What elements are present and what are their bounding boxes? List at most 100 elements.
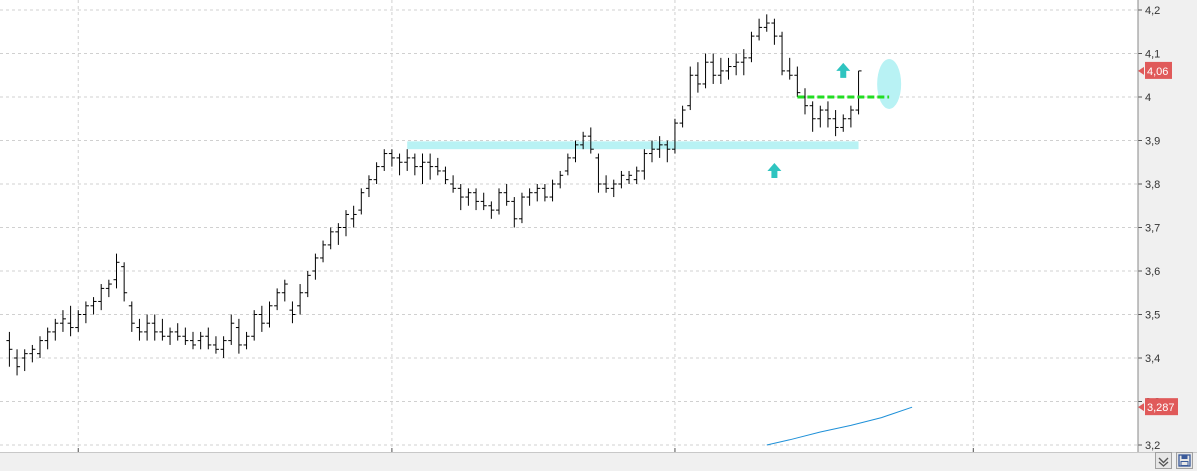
ohlc-bar xyxy=(335,223,342,245)
ohlc-bar xyxy=(503,184,510,206)
ohlc-bar xyxy=(113,253,120,289)
ohlc-bar xyxy=(243,331,250,350)
ohlc-bar xyxy=(381,149,388,171)
up-arrow-icon xyxy=(767,162,782,178)
ohlc-bar xyxy=(289,301,296,324)
ohlc-bar xyxy=(388,149,395,167)
y-tick-label: 4 xyxy=(1145,92,1151,104)
y-tick-label: 3,2 xyxy=(1145,440,1160,452)
ohlc-bar xyxy=(595,153,602,193)
indicator-pointer xyxy=(1138,403,1144,412)
bars-layer xyxy=(6,14,862,376)
ohlc-bar xyxy=(327,227,334,250)
ohlc-bar xyxy=(167,327,174,345)
expand-icon xyxy=(1158,457,1169,467)
ohlc-bar xyxy=(802,88,808,115)
ohlc-bar xyxy=(725,57,732,80)
ohlc-bar xyxy=(465,188,472,206)
ohlc-bar xyxy=(373,162,380,184)
ohlc-bar xyxy=(641,149,648,180)
ohlc-bar xyxy=(90,297,97,315)
ohlc-bar xyxy=(434,157,441,176)
ohlc-bar xyxy=(21,349,28,372)
ohlc-bar xyxy=(59,310,66,332)
ohlc-bar xyxy=(840,114,847,132)
save-button[interactable] xyxy=(1176,452,1193,469)
ohlc-bar xyxy=(228,314,235,345)
ohlc-bar xyxy=(350,205,357,228)
ohlc-bar xyxy=(580,131,587,150)
y-axis: 3,23,33,43,53,63,73,83,944,14,2 xyxy=(1137,0,1160,452)
ohlc-bar xyxy=(557,170,564,189)
ohlc-bar xyxy=(473,188,480,211)
ohlc-bar xyxy=(809,101,816,132)
ohlc-bar xyxy=(404,149,411,171)
ohlc-bar xyxy=(190,331,196,350)
ohlc-bar xyxy=(358,188,365,215)
ohlc-bar xyxy=(312,253,319,280)
ohlc-bar xyxy=(702,53,709,89)
ohlc-bar xyxy=(75,310,82,332)
ohlc-bar xyxy=(266,301,273,328)
ohlc-bar xyxy=(679,105,686,128)
ohlc-bar xyxy=(159,318,166,341)
last-price-label: 4,06 xyxy=(1147,66,1168,78)
ohlc-bar xyxy=(740,49,747,76)
ohlc-bar xyxy=(541,184,548,202)
time-scroll-bar[interactable] xyxy=(0,452,1197,471)
last-price-pointer xyxy=(1138,66,1144,75)
indicator-value-label: 3,287 xyxy=(1147,402,1175,414)
ohlc-bar xyxy=(220,336,227,358)
ohlc-bar xyxy=(82,301,89,324)
ohlc-bar xyxy=(488,201,495,219)
ohlc-bar xyxy=(534,184,541,202)
ohlc-bar xyxy=(671,118,678,154)
ohlc-bar xyxy=(817,105,824,128)
ohlc-bar xyxy=(526,188,533,206)
y-tick-label: 3,7 xyxy=(1145,223,1160,235)
ohlc-bar xyxy=(52,318,59,341)
ohlc-bar xyxy=(365,175,372,198)
ohlc-bar xyxy=(144,314,151,341)
ohlc-bar xyxy=(121,262,128,302)
ohlc-bar xyxy=(37,336,43,358)
price-labels: 4,06 3,287 xyxy=(1138,61,1178,416)
ohlc-bar xyxy=(343,210,349,237)
y-tick-label: 3,5 xyxy=(1145,310,1160,322)
y-tick-label: 3,6 xyxy=(1145,266,1160,278)
ohlc-bar xyxy=(847,105,854,128)
ohlc-bar xyxy=(763,14,770,32)
ohlc-bar xyxy=(411,153,418,176)
ohlc-bar xyxy=(128,301,135,332)
ohlc-bar xyxy=(320,240,327,263)
ohlc-bar xyxy=(794,66,801,97)
ohlc-bar xyxy=(14,349,21,376)
ohlc-bar xyxy=(427,153,434,180)
indicator-line xyxy=(766,406,913,446)
ohlc-bar xyxy=(67,305,74,337)
ohlc-bar xyxy=(6,331,13,367)
indicator-layer xyxy=(766,406,913,446)
indicator-value-box xyxy=(1145,398,1178,416)
ohlc-bar xyxy=(572,140,579,163)
ohlc-bar xyxy=(656,136,663,158)
annotation-top-layer xyxy=(767,62,890,178)
expand-button[interactable] xyxy=(1155,452,1172,469)
ohlc-bar xyxy=(626,170,633,184)
ohlc-bar xyxy=(779,31,786,76)
ohlc-bar xyxy=(564,153,571,176)
y-tick-label: 4,1 xyxy=(1145,49,1160,61)
ohlc-bar xyxy=(29,344,36,363)
ohlc-bar xyxy=(182,327,189,345)
ohlc-bar xyxy=(733,53,740,76)
ohlc-bar xyxy=(251,310,258,341)
ohlc-bar xyxy=(396,153,403,176)
ohlc-bar xyxy=(756,18,763,41)
save-icon xyxy=(1178,454,1191,467)
last-price-box xyxy=(1145,61,1172,79)
ohlc-bar xyxy=(618,170,625,189)
ohlc-bar xyxy=(511,197,518,228)
ohlc-bar xyxy=(450,175,457,193)
ohlc-bar xyxy=(151,314,158,341)
ohlc-bar xyxy=(771,18,778,45)
